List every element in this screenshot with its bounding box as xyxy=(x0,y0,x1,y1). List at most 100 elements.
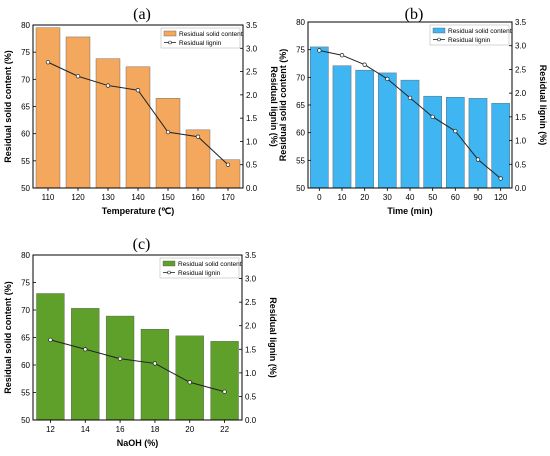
legend: Residual solid content Residual lignin xyxy=(160,27,243,49)
y-right-tick-label: 2.5 xyxy=(515,65,527,74)
bar-22 xyxy=(210,341,239,421)
bar-90 xyxy=(468,98,488,189)
lignin-point-140 xyxy=(135,88,141,93)
x-tick-label: 40 xyxy=(406,193,415,202)
lignin-line xyxy=(50,339,225,393)
y-right-tick-label: 1.5 xyxy=(246,114,258,123)
x-tick-label: 0 xyxy=(317,193,322,202)
y-right-tick-label: 3.0 xyxy=(245,275,257,284)
x-tick-label: 22 xyxy=(220,425,229,434)
bar-130 xyxy=(95,58,121,189)
y-left-tick-label: 60 xyxy=(21,130,30,139)
bar-160 xyxy=(185,129,211,189)
y-left-tick-label: 70 xyxy=(21,75,30,84)
x-tick-label: 140 xyxy=(131,193,145,202)
y-left-tick-label: 70 xyxy=(296,73,305,82)
y-right-tick-label: 1.0 xyxy=(245,369,257,378)
legend-swatch-bar xyxy=(432,27,446,34)
lignin-point-90 xyxy=(475,157,481,162)
bar-110 xyxy=(35,27,61,189)
bar-150 xyxy=(155,98,181,189)
legend: Residual solid content Residual lignin xyxy=(429,24,512,46)
y-right-tick-label: 3.5 xyxy=(245,251,257,260)
bar-140 xyxy=(125,66,151,189)
lignin-point-0 xyxy=(317,48,322,53)
y-right-tick-label: 0.5 xyxy=(246,161,258,170)
lignin-point-12 xyxy=(48,337,53,343)
x-tick-label: 110 xyxy=(42,193,55,202)
bar-30 xyxy=(378,72,397,189)
x-tick-label: 18 xyxy=(150,425,159,434)
bar-18 xyxy=(140,329,170,421)
legend-swatch-marker xyxy=(168,40,172,45)
lignin-point-14 xyxy=(83,347,88,352)
y-right-tick-label: 3.0 xyxy=(246,44,258,53)
y-right-tick-label: 1.5 xyxy=(245,345,257,354)
lignin-point-130 xyxy=(105,83,111,88)
legend-box xyxy=(159,257,240,279)
y-right-tick-label: 2.0 xyxy=(515,89,527,98)
x-tick-label: 10 xyxy=(338,193,347,202)
x-tick-label: 90 xyxy=(474,193,483,202)
bar-10 xyxy=(332,65,352,189)
bar-14 xyxy=(71,308,100,421)
y-right-tick-label: 2.0 xyxy=(246,91,258,100)
lignin-point-22 xyxy=(222,389,227,394)
x-tick-label: 30 xyxy=(383,193,392,202)
x-tick-label: 170 xyxy=(221,193,235,202)
legend-label-line: Residual lignin xyxy=(448,37,491,44)
x-tick-label: 120 xyxy=(494,193,508,202)
y-right-tick-label: 3.0 xyxy=(515,42,527,51)
y-left-tick-label: 60 xyxy=(296,129,305,138)
legend: Residual solid content Residual lignin xyxy=(159,257,242,279)
lignin-point-20 xyxy=(362,62,367,67)
y-left-axis-label: Residual solid content (%) xyxy=(3,281,13,394)
panel-label: (a) xyxy=(133,6,151,23)
lignin-point-10 xyxy=(339,53,345,58)
y-left-axis-label: Residual solid content (%) xyxy=(278,49,288,162)
lignin-point-150 xyxy=(165,129,171,135)
x-axis-label: NaOH (%) xyxy=(117,438,159,448)
x-axis-label: Time (min) xyxy=(387,206,432,216)
y-left-tick-label: 65 xyxy=(296,101,305,110)
lignin-point-30 xyxy=(385,76,390,82)
y-left-tick-label: 50 xyxy=(21,184,30,193)
legend-label-bar: Residual solid content xyxy=(448,28,512,35)
y-left-tick-label: 60 xyxy=(21,361,30,370)
bar-60 xyxy=(446,97,465,189)
y-left-tick-label: 75 xyxy=(21,279,30,288)
y-right-axis-label: Residual lignin (%) xyxy=(268,297,278,378)
y-right-axis-label: Residual lignin (%) xyxy=(538,65,548,146)
lignin-point-20 xyxy=(187,380,192,385)
x-axis-label: Temperature (℃) xyxy=(102,206,174,216)
y-left-tick-label: 75 xyxy=(296,46,305,55)
bar-20 xyxy=(355,69,374,189)
legend-label-line: Residual lignin xyxy=(178,270,221,277)
y-right-tick-label: 1.0 xyxy=(246,137,258,146)
lignin-point-170 xyxy=(225,162,231,167)
y-right-tick-label: 0.5 xyxy=(515,160,527,169)
bar-120 xyxy=(65,36,91,189)
x-tick-label: 150 xyxy=(161,193,175,202)
y-left-tick-label: 65 xyxy=(21,103,30,112)
y-right-tick-label: 0.0 xyxy=(246,184,258,193)
y-left-tick-label: 50 xyxy=(296,184,305,193)
lignin-point-60 xyxy=(453,128,458,134)
chart-panel-2: 50 55 60 65 70 75 80 0.0 0.5 1.0 1.5 2.0 2.5 3.0 3.5 0 1… xyxy=(278,6,548,216)
lignin-point-18 xyxy=(152,361,158,366)
legend-swatch-bar xyxy=(162,260,176,267)
y-left-axis-label: Residual solid content (%) xyxy=(3,50,13,163)
y-right-tick-label: 0.5 xyxy=(245,392,257,401)
y-right-tick-label: 1.0 xyxy=(515,137,527,146)
y-right-tick-label: 3.5 xyxy=(246,21,258,30)
x-tick-label: 12 xyxy=(46,425,55,434)
panel-label: (b) xyxy=(405,6,424,23)
y-left-tick-label: 75 xyxy=(21,48,30,57)
legend-box xyxy=(160,27,241,49)
bar-50 xyxy=(423,95,442,189)
lignin-point-120 xyxy=(498,176,503,181)
y-right-tick-label: 0.0 xyxy=(515,184,527,193)
legend-label-bar: Residual solid content xyxy=(178,261,242,268)
lignin-point-120 xyxy=(75,74,81,79)
